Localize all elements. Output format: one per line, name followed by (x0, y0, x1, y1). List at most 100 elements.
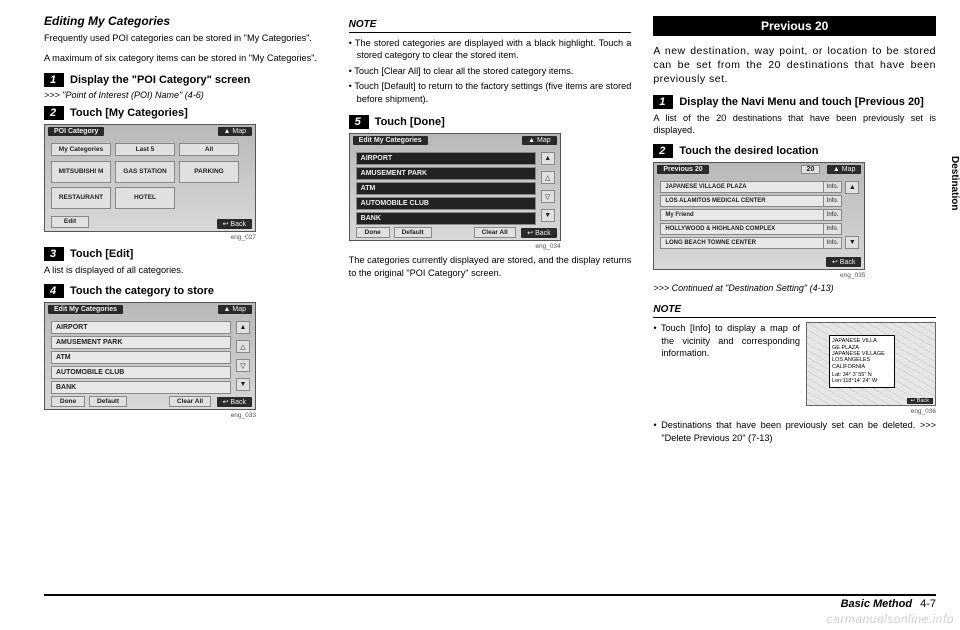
note-header: NOTE (653, 299, 936, 318)
info-button[interactable]: Info. (823, 223, 843, 235)
para: A list of the 20 destinations that have … (653, 112, 936, 137)
screenshot-edit-categories-done: Edit My Categories ▲ Map AIRPORT AMUSEME… (349, 133, 561, 241)
map-button[interactable]: ▲ Map (522, 136, 557, 145)
list-item[interactable]: BANK (356, 212, 536, 225)
step-2: 2 Touch the desired location (653, 144, 936, 158)
map-info-box: JAPANESE VILLA GE PLAZA JAPANESE VILLAGE… (829, 335, 895, 387)
list-item[interactable]: BANK (51, 381, 231, 394)
para: A maximum of six category items can be s… (44, 52, 327, 64)
back-button[interactable]: ↩ Back (217, 397, 252, 407)
scroll-up-icon[interactable]: ▲ (236, 321, 250, 334)
tab-all[interactable]: All (179, 143, 239, 156)
step-number: 2 (44, 106, 64, 120)
list-item[interactable]: LONG BEACH TOWNE CENTER (660, 237, 826, 249)
clear-all-button[interactable]: Clear All (169, 396, 211, 407)
map-info-text: JAPANESE VILLA GE PLAZA JAPANESE VILLAGE… (832, 338, 892, 370)
tab-last5[interactable]: Last 5 (115, 143, 175, 156)
default-button[interactable]: Default (89, 396, 127, 407)
done-button[interactable]: Done (51, 396, 85, 407)
scroll-down-icon[interactable]: ▼ (236, 378, 250, 391)
scroll-up-small-icon[interactable]: △ (236, 340, 250, 353)
footer: Basic Method 4-7 (44, 594, 936, 610)
scroll-down-small-icon[interactable]: ▽ (236, 359, 250, 372)
list-item[interactable]: AUTOMOBILE CLUB (51, 366, 231, 379)
clear-all-button[interactable]: Clear All (474, 227, 516, 238)
note-with-map: JAPANESE VILLA GE PLAZA JAPANESE VILLAGE… (653, 322, 936, 408)
list-item[interactable]: AIRPORT (356, 152, 536, 165)
map-button[interactable]: ▲ Map (827, 165, 862, 174)
step-ref: >>> "Point of Interest (POI) Name" (4-6) (44, 90, 327, 100)
back-button[interactable]: ↩ Back (826, 257, 861, 267)
divider (349, 32, 632, 33)
scroll-up-icon[interactable]: ▲ (845, 181, 859, 194)
scroll-up-small-icon[interactable]: △ (541, 171, 555, 184)
step-number: 1 (44, 73, 64, 87)
intro: A new destination, way point, or locatio… (653, 44, 936, 87)
step-number: 3 (44, 247, 64, 261)
step-3: 3 Touch [Edit] (44, 247, 327, 261)
note-item: Touch [Default] to return to the factory… (349, 80, 632, 105)
done-button[interactable]: Done (356, 227, 390, 238)
cat-button[interactable]: PARKING (179, 161, 239, 183)
info-button[interactable]: Info. (823, 237, 843, 249)
caption: eng_035 (653, 272, 865, 279)
list-item[interactable]: AMUSEMENT PARK (356, 167, 536, 180)
back-button[interactable]: ↩ Back (521, 228, 556, 238)
caption: eng_033 (44, 412, 256, 419)
side-tab: Destination (944, 150, 960, 216)
scroll-column: ▲ △ ▽ ▼ (541, 152, 555, 222)
list-item[interactable]: LOS ALAMITOS MEDICAL CENTER (660, 195, 826, 207)
list-item[interactable]: HOLLYWOOD & HIGHLAND COMPLEX (660, 223, 826, 235)
info-button[interactable]: Info. (823, 195, 843, 207)
note-item: Touch [Clear All] to clear all the store… (349, 65, 632, 77)
back-button[interactable]: ↩ Back (907, 398, 933, 404)
default-button[interactable]: Default (394, 227, 432, 238)
map-thumbnail: JAPANESE VILLA GE PLAZA JAPANESE VILLAGE… (806, 322, 936, 406)
map-button[interactable]: ▲ Map (218, 127, 253, 136)
step-number: 1 (653, 95, 673, 109)
edit-button[interactable]: Edit (51, 216, 89, 228)
shot-title: Edit My Categories (48, 305, 123, 314)
step-title: Display the Navi Menu and touch [Previou… (679, 96, 924, 108)
scroll-down-small-icon[interactable]: ▽ (541, 190, 555, 203)
list-item[interactable]: My Friend (660, 209, 826, 221)
footer-page: 4-7 (920, 598, 936, 610)
list-item[interactable]: JAPANESE VILLAGE PLAZA (660, 181, 826, 193)
list-item[interactable]: ATM (51, 351, 231, 364)
tab-my-categories[interactable]: My Categories (51, 143, 111, 156)
list-item[interactable]: AMUSEMENT PARK (51, 336, 231, 349)
cat-button[interactable]: RESTAURANT (51, 187, 111, 209)
step-number: 5 (349, 115, 369, 129)
info-button[interactable]: Info. (823, 209, 843, 221)
screenshot-previous-20: Previous 20 20 ▲ Map JAPANESE VILLAGE PL… (653, 162, 865, 270)
step-1: 1 Display the Navi Menu and touch [Previ… (653, 95, 936, 109)
screenshot-edit-categories: Edit My Categories ▲ Map AIRPORT AMUSEME… (44, 302, 256, 410)
cat-button[interactable]: GAS STATION (115, 161, 175, 183)
info-button[interactable]: Info. (823, 181, 843, 193)
para: Frequently used POI categories can be st… (44, 32, 327, 44)
scroll-column: ▲ ▼ (845, 181, 859, 249)
list-item[interactable]: ATM (356, 182, 536, 195)
step-1: 1 Display the "POI Category" screen (44, 73, 327, 87)
step-title: Touch [Done] (375, 116, 445, 128)
list-item[interactable]: AIRPORT (51, 321, 231, 334)
caption: eng_036 (653, 408, 936, 415)
scroll-up-icon[interactable]: ▲ (541, 152, 555, 165)
scroll-down-icon[interactable]: ▼ (845, 236, 859, 249)
map-button[interactable]: ▲ Map (218, 305, 253, 314)
cat-button[interactable]: HOTEL (115, 187, 175, 209)
shot-title: Edit My Categories (353, 136, 428, 145)
step-4: 4 Touch the category to store (44, 284, 327, 298)
scroll-down-icon[interactable]: ▼ (541, 209, 555, 222)
para: A list is displayed of all categories. (44, 264, 327, 276)
screenshot-poi-category: POI Category ▲ Map My Categories Last 5 … (44, 124, 256, 232)
step-5: 5 Touch [Done] (349, 115, 632, 129)
caption: eng_027 (44, 234, 256, 241)
cat-button[interactable]: MITSUBISHI M (51, 161, 111, 183)
list-item[interactable]: AUTOMOBILE CLUB (356, 197, 536, 210)
step-title: Touch the desired location (679, 145, 818, 157)
back-button[interactable]: ↩ Back (217, 219, 252, 229)
column-3: Previous 20 A new destination, way point… (653, 14, 936, 588)
divider (653, 317, 936, 318)
step-title: Touch [My Categories] (70, 107, 188, 119)
